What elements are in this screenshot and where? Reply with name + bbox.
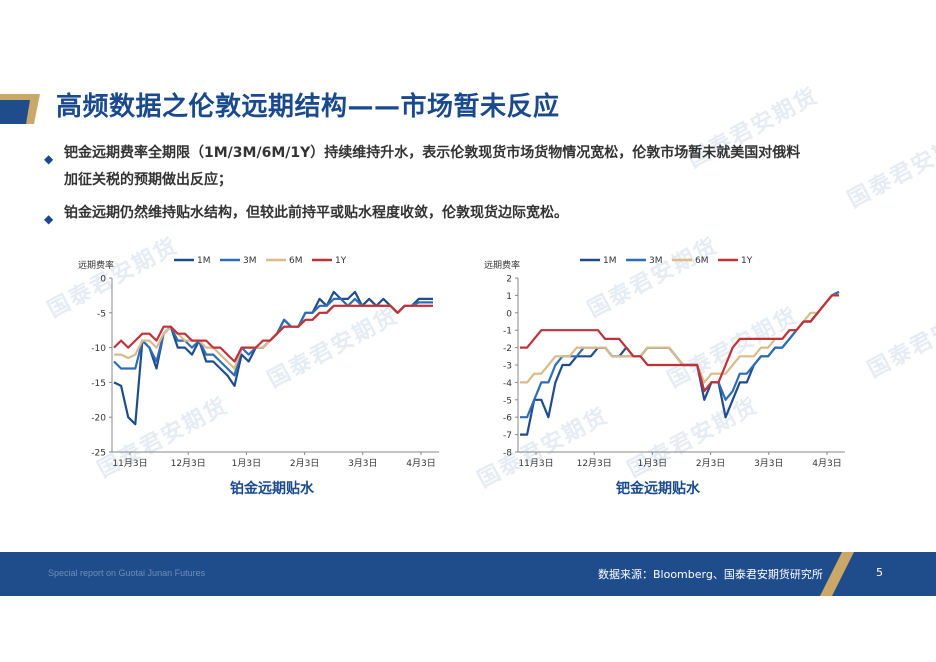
- x-tick-label: 1月3日: [638, 458, 667, 469]
- diamond-icon: ◆: [44, 206, 53, 233]
- y-tick-label: -1: [503, 327, 512, 337]
- legend-label-6M: 6M: [289, 256, 303, 266]
- page-number: 5: [876, 566, 883, 579]
- bullet-item-continued: 加征关税的预期做出反应；: [44, 167, 904, 194]
- bullet-list: ◆ 钯金远期费率全期限（1M/3M/6M/1Y）持续维持升水，表示伦敦现货市场货…: [44, 140, 904, 227]
- series-line-1Y: [520, 295, 839, 391]
- chart-palladium: 远期费率 2 1 0 -1 -2 -3 -4 -5 -6 -7 -8 11月3日 12月3日 1月3日 2月3…: [480, 252, 860, 474]
- chart-palladium-caption: 钯金远期贴水: [616, 478, 700, 498]
- chart-platinum: 远期费率 0 -5 -10 -15 -20 -25 11月3日 12月3日 1月3日 2月3日 3月3…: [74, 252, 454, 474]
- series-line-3M: [520, 292, 839, 417]
- x-tick-label: 3月3日: [348, 458, 377, 469]
- y-axis-label: 远期费率: [484, 259, 520, 271]
- legend-label-1M: 1M: [197, 256, 211, 266]
- x-tick-label: 12月3日: [577, 458, 612, 469]
- legend-label-1Y: 1Y: [335, 256, 347, 266]
- chart-platinum-caption: 铂金远期贴水: [230, 478, 314, 498]
- y-tick-label: -5: [97, 309, 106, 319]
- y-tick-label: -7: [503, 431, 512, 441]
- x-tick-label: 11月3日: [112, 458, 147, 469]
- watermark: 国泰君安期货: [861, 288, 936, 384]
- y-tick-label: -8: [503, 449, 512, 459]
- x-tick-label: 4月3日: [812, 458, 841, 469]
- y-tick-label: -25: [91, 449, 106, 459]
- legend-label-3M: 3M: [243, 256, 257, 266]
- series-line-1M: [520, 292, 839, 435]
- y-tick-label: 2: [506, 275, 512, 285]
- legend-label-1Y: 1Y: [741, 256, 753, 266]
- bullet-text: 钯金远期费率全期限（1M/3M/6M/1Y）持续维持升水，表示伦敦现货市场货物情…: [64, 145, 800, 161]
- y-tick-label: -4: [503, 379, 512, 389]
- bullet-text: 加征关税的预期做出反应；: [64, 172, 232, 188]
- chart-platinum-svg: 远期费率 0 -5 -10 -15 -20 -25 11月3日 12月3日 1月3日 2月3日 3月3…: [74, 252, 454, 474]
- x-tick-label: 12月3日: [171, 458, 206, 469]
- y-tick-label: -20: [91, 414, 106, 424]
- series-line-6M: [520, 295, 839, 382]
- page-title: 高频数据之伦敦远期结构——市场暂未反应: [56, 86, 560, 123]
- legend-label-6M: 6M: [695, 256, 709, 266]
- footer-report-name: Special report on Guotai Junan Futures: [48, 568, 205, 578]
- series-line-1M: [114, 292, 433, 424]
- x-tick-label: 2月3日: [290, 458, 319, 469]
- chart-palladium-svg: 远期费率 2 1 0 -1 -2 -3 -4 -5 -6 -7 -8 11月3日 12月3日 1月3日 2月3…: [480, 252, 860, 474]
- x-tick-label: 4月3日: [406, 458, 435, 469]
- y-tick-label: -10: [91, 344, 106, 354]
- footer-source: 数据来源：Bloomberg、国泰君安期货研究所: [598, 566, 823, 582]
- x-tick-label: 3月3日: [754, 458, 783, 469]
- y-tick-label: -15: [91, 379, 106, 389]
- y-tick-label: 0: [506, 309, 512, 319]
- bullet-item: ◆ 钯金远期费率全期限（1M/3M/6M/1Y）持续维持升水，表示伦敦现货市场货…: [44, 140, 904, 167]
- legend-label-3M: 3M: [649, 256, 663, 266]
- bullet-text: 铂金远期仍然维持贴水结构，但较此前持平或贴水程度收敛，伦敦现货边际宽松。: [64, 205, 568, 221]
- series-line-1Y: [114, 306, 433, 362]
- y-axis-label: 远期费率: [78, 259, 114, 271]
- y-tick-label: 1: [506, 292, 512, 302]
- legend-label-1M: 1M: [603, 256, 617, 266]
- y-tick-label: -2: [503, 344, 512, 354]
- y-tick-label: -6: [503, 414, 512, 424]
- bullet-item: ◆ 铂金远期仍然维持贴水结构，但较此前持平或贴水程度收敛，伦敦现货边际宽松。: [44, 200, 904, 227]
- y-tick-label: -3: [503, 362, 512, 372]
- x-tick-label: 2月3日: [696, 458, 725, 469]
- x-tick-label: 1月3日: [232, 458, 261, 469]
- y-tick-label: -5: [503, 396, 512, 406]
- x-tick-label: 11月3日: [518, 458, 553, 469]
- title-accent: [0, 92, 48, 126]
- y-tick-label: 0: [100, 275, 106, 285]
